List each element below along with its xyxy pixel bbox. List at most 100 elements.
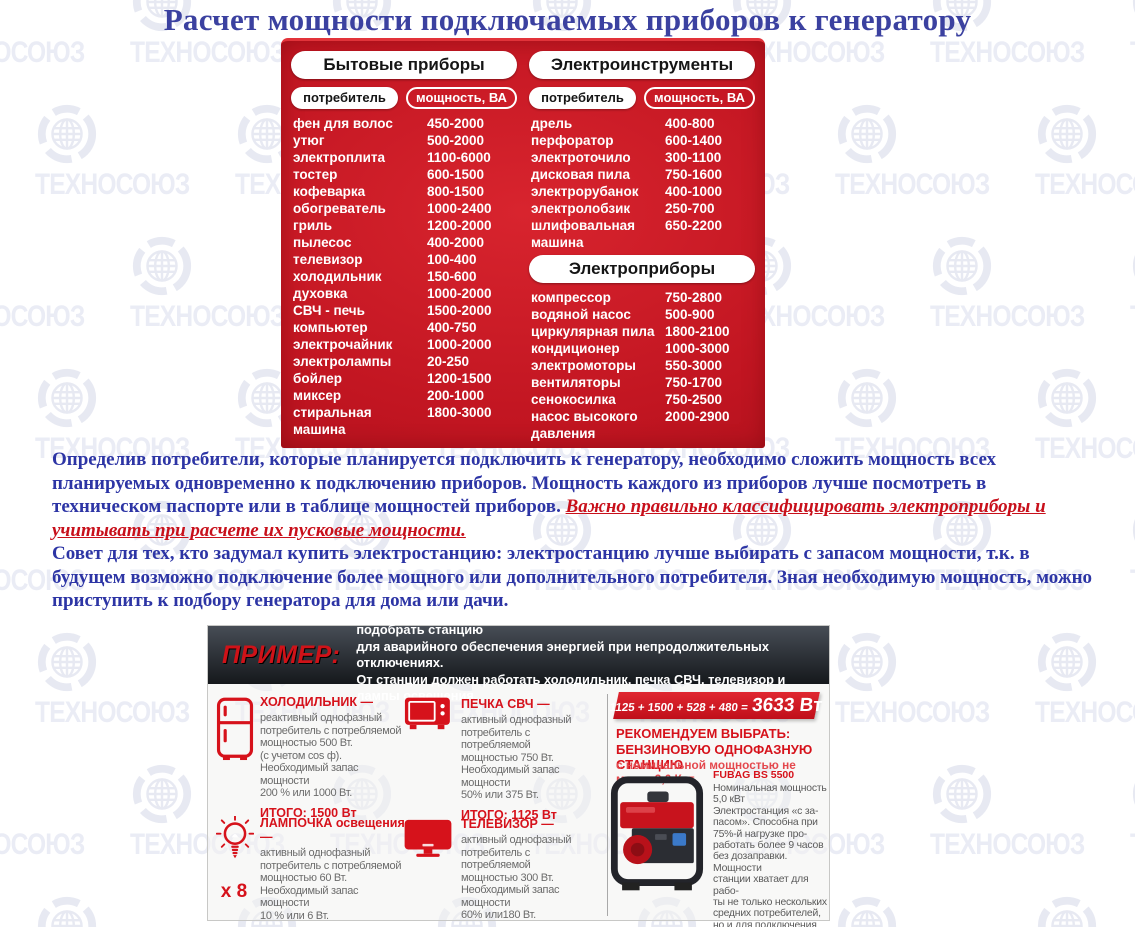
section-title-household: Бытовые приборы — [291, 51, 517, 79]
consumer-power: 600-1500 — [427, 167, 485, 182]
rows-household: фен для волос 450-2000 утюг 500-2000 электро… — [291, 115, 517, 438]
table-row: компьютер 400-750 — [291, 319, 517, 336]
consumer-power: 1500-2000 — [427, 303, 492, 318]
consumer-name: обогреватель — [293, 201, 386, 216]
consumer-name: фен для волос — [293, 116, 393, 131]
watermark-globe-icon — [130, 498, 194, 562]
appliance-description: активный однофазный потребитель с потреб… — [461, 714, 572, 801]
table-row: вентиляторы 750-1700 — [529, 374, 755, 391]
watermark-globe-icon — [835, 102, 899, 166]
appliance-title: ХОЛОДИЛЬНИК — — [260, 695, 374, 709]
consumer-power: 800-1500 — [427, 184, 485, 199]
consumer-power: 1200-2000 — [427, 218, 492, 233]
example-label: ПРИМЕР: — [222, 640, 341, 669]
consumer-power: 1800-2100 — [665, 324, 730, 339]
table-row: утюг 500-2000 — [291, 132, 517, 149]
consumer-power: 550-3000 — [665, 358, 723, 373]
watermark-globe-icon — [35, 630, 99, 694]
watermark-text: ТЕХНОСОЮЗ — [1130, 564, 1135, 598]
consumer-power: 250-700 — [665, 201, 715, 216]
table-row: электрочайник 1000-2000 — [291, 336, 517, 353]
consumer-name: дисковая пила — [531, 167, 630, 182]
column-headers-household: потребитель мощность, ВА — [291, 87, 517, 109]
consumer-power: 500-2000 — [427, 133, 485, 148]
example-card: ПРИМЕР: Летом на даче бывают перебои с э… — [207, 606, 830, 927]
watermark-text: ТЕХНОСОЮЗ — [130, 300, 285, 333]
appliance-text: ЛАМПОЧКА освещения — активный однофазный… — [260, 816, 410, 927]
table-row: насос высокого давления 2000-2900 — [529, 408, 755, 442]
table-row: шлифовальная машина 650-2200 — [529, 217, 755, 251]
watermark-globe-icon — [530, 0, 594, 34]
watermark-globe-icon — [835, 894, 899, 927]
watermark-globe-icon — [930, 0, 994, 34]
appliance-text: ТЕЛЕВИЗОР — активный однофазный потребит… — [461, 817, 601, 927]
consumer-name: кофеварка — [293, 184, 366, 199]
watermark-globe-icon — [730, 498, 794, 562]
consumer-power: 400-1000 — [665, 184, 723, 199]
section-title-tools: Электроинструменты — [529, 51, 755, 79]
watermark-text: ТЕХНОСОЮЗ — [0, 36, 85, 69]
table-row: СВЧ - печь 1500-2000 — [291, 302, 517, 319]
consumer-name: бойлер — [293, 371, 343, 386]
appliance-title: ТЕЛЕВИЗОР — — [461, 817, 554, 831]
consumer-power: 100-400 — [427, 252, 477, 267]
consumer-power: 300-1100 — [665, 150, 722, 165]
consumer-power: 400-800 — [665, 116, 715, 131]
watermark-globe-icon — [835, 630, 899, 694]
consumer-name: гриль — [293, 218, 333, 233]
consumer-name: стиральная машина — [293, 405, 372, 437]
consumer-name: электрочайник — [293, 337, 393, 352]
consumer-power: 1000-2400 — [427, 201, 492, 216]
appliance-total: ИТОГО: 1500 Вт — [260, 805, 357, 820]
watermark-text: ТЕХНОСОЮЗ — [1130, 36, 1135, 70]
consumer-power: 600-1400 — [665, 133, 723, 148]
consumer-name: электроплита — [293, 150, 386, 165]
paragraph-1-text: Определив потребители, которые планирует… — [52, 449, 997, 517]
rows-electro: компрессор 750-2800 водяной насос 500-900 ци… — [529, 289, 755, 442]
appliance-text: ХОЛОДИЛЬНИК — реактивный однофазный потр… — [260, 695, 406, 820]
consumer-name: водяной насос — [531, 307, 631, 322]
watermark-text: ТЕХНОСОЮЗ — [930, 564, 1085, 597]
table-row: электромоторы 550-3000 — [529, 357, 755, 374]
generator-model: FUBAG BS 5500 — [713, 769, 795, 781]
consumer-name: электрорубанок — [531, 184, 639, 199]
watermark-globe-icon — [1035, 102, 1099, 166]
table-row: гриль 1200-2000 — [291, 217, 517, 234]
watermark-text: ТЕХНОСОЮЗ — [0, 564, 85, 597]
generator-specs: Номинальная мощность 5,0 кВт Электростан… — [713, 783, 827, 927]
watermark-globe-icon — [1035, 894, 1099, 927]
watermark-globe-icon — [730, 0, 794, 34]
section-title-electro: Электроприборы — [529, 255, 755, 283]
consumer-name: вентиляторы — [531, 375, 621, 390]
paragraph-2: Совет для тех, кто задумал купить электр… — [52, 543, 1093, 611]
watermark-text: ТЕХНОСОЮЗ — [35, 696, 190, 729]
formula-banner: 1125 + 1500 + 528 + 480 = 3633 Вт — [609, 692, 824, 719]
table-row: духовка 1000-2000 — [291, 285, 517, 302]
consumer-name: тостер — [293, 167, 338, 182]
watermark-text: ТЕХНОСОЮЗ — [0, 828, 85, 861]
watermark-text: ТЕХНОСОЮЗ — [330, 564, 485, 597]
watermark-globe-icon — [530, 498, 594, 562]
example-header: ПРИМЕР: Летом на даче бывают перебои с э… — [208, 606, 829, 703]
consumer-name: насос высокого давления — [531, 409, 638, 441]
generator-image — [608, 774, 706, 905]
watermark-text: ТЕХНОСОЮЗ — [835, 432, 990, 465]
watermark-text: ТЕХНОСОЮЗ — [1035, 168, 1135, 201]
watermark-text: ТЕХНОСОЮЗ — [1130, 828, 1135, 862]
consumer-name: шлифовальная машина — [531, 218, 636, 250]
fridge-icon — [216, 697, 254, 766]
table-row: тостер 600-1500 — [291, 166, 517, 183]
header-power: мощность, ВА — [644, 87, 755, 109]
consumer-name: пылесос — [293, 235, 352, 250]
consumer-name: телевизор — [293, 252, 363, 267]
consumer-power: 1100-6000 — [427, 150, 491, 165]
consumer-name: электромоторы — [531, 358, 636, 373]
watermark-text: ТЕХНОСОЮЗ — [130, 564, 285, 597]
watermark-globe-icon — [35, 894, 99, 927]
power-table-column-tools: Электроинструменты потребитель мощность,… — [529, 51, 755, 442]
consumer-name: компрессор — [531, 290, 611, 305]
table-row: водяной насос 500-900 — [529, 306, 755, 323]
consumer-power: 1000-2000 — [427, 286, 492, 301]
